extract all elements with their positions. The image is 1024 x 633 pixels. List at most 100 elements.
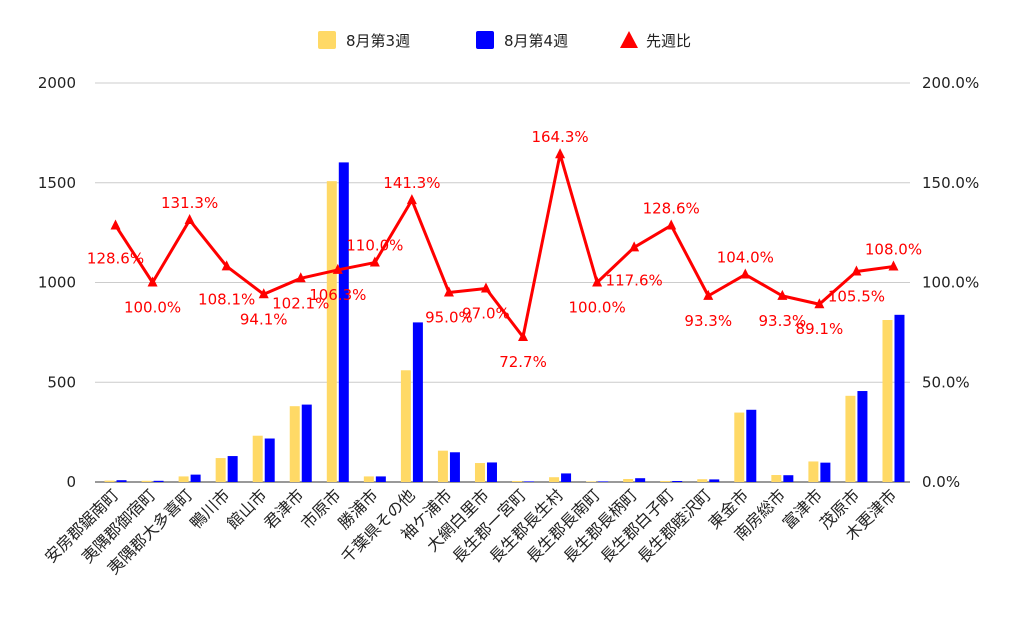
ratio-data-label: 131.3% (161, 194, 218, 212)
ratio-marker (221, 260, 232, 271)
ratio-marker (369, 256, 380, 267)
bar-week4 (635, 478, 646, 482)
category-labels: 安房郡鋸南町夷隅郡御宿町夷隅郡大多喜町鴨川市館山市君津市市原市勝浦市千葉県その他… (41, 485, 900, 578)
bar-week3 (697, 479, 708, 482)
bar-week4 (375, 476, 386, 482)
ratio-data-label: 94.1% (240, 310, 288, 328)
ratio-data-label: 117.6% (606, 271, 663, 289)
bar-week4 (412, 322, 423, 482)
ratio-marker (777, 289, 788, 300)
left-axis-tick-label: 0 (66, 473, 76, 491)
right-axis-tick-label: 100.0% (922, 274, 979, 292)
bar-week4 (153, 480, 164, 482)
ratio-data-label: 128.6% (87, 249, 144, 267)
bar-week4 (561, 473, 572, 482)
gridlines (95, 82, 910, 483)
bar-week3 (845, 395, 856, 482)
ratio-data-label: 95.0% (425, 308, 473, 326)
legend-label-week3: 8月第3週 (346, 32, 410, 50)
left-axis-tick-label: 500 (47, 373, 76, 391)
bar-week3 (512, 481, 523, 482)
ratio-marker (406, 194, 417, 205)
left-axis-tick-label: 1000 (38, 274, 76, 292)
bar-week3 (363, 476, 374, 482)
bar-week4 (820, 462, 831, 482)
category-label: 鴨川市 (186, 485, 233, 532)
bar-week3 (734, 412, 745, 482)
ratio-marker (814, 298, 825, 309)
bar-week3 (586, 481, 597, 482)
ratio-data-label: 108.0% (865, 241, 922, 259)
bar-week3 (289, 406, 300, 482)
ratio-marker (110, 219, 121, 230)
legend-label-week4: 8月第4週 (504, 32, 568, 50)
bar-week4 (709, 479, 720, 482)
right-axis-tick-label: 200.0% (922, 74, 979, 92)
bar-week3 (623, 479, 634, 482)
bar-week4 (227, 456, 238, 482)
ratio-data-label: 164.3% (531, 128, 588, 146)
ratio-marker (147, 276, 158, 287)
legend-swatch-week4 (476, 31, 494, 49)
ratio-data-label: 106.3% (309, 286, 366, 304)
bar-week4 (894, 314, 905, 482)
ratio-marker (851, 265, 862, 276)
bar-week3 (549, 477, 560, 482)
ratio-data-label: 100.0% (569, 299, 626, 317)
ratio-marker (592, 276, 603, 287)
legend-label-ratio: 先週比 (646, 32, 691, 50)
ratio-data-label: 93.3% (684, 312, 732, 330)
bar-week3 (808, 461, 819, 482)
ratio-marker (518, 330, 529, 341)
bar-week4 (598, 481, 609, 482)
left-axis-ticks: 0 500 1000 1500 2000 (38, 74, 76, 491)
ratio-data-label: 104.0% (717, 249, 774, 267)
ratio-marker (258, 288, 269, 299)
bar-week4 (301, 404, 312, 482)
ratio-data-label: 89.1% (796, 320, 844, 338)
ratio-markers (110, 148, 899, 341)
bar-week3 (178, 476, 189, 482)
ratio-data-label: 100.0% (124, 299, 181, 317)
bar-week3 (882, 320, 893, 482)
ratio-data-label: 108.1% (198, 290, 255, 308)
category-label: 富津市 (779, 485, 826, 532)
ratio-marker (295, 272, 306, 283)
ratio-series-line (114, 152, 894, 339)
ratio-marker (703, 289, 714, 300)
bar-week3 (104, 480, 115, 482)
bar-week4 (264, 438, 275, 482)
right-axis-tick-label: 50.0% (922, 373, 970, 391)
bar-week4 (190, 474, 201, 482)
ratio-data-label: 110.0% (346, 237, 403, 255)
right-axis-ticks: 0.0% 50.0% 100.0% 150.0% 200.0% (922, 74, 979, 491)
ratio-data-label: 128.6% (643, 199, 700, 217)
category-label: 市原市 (297, 485, 344, 532)
bar-week4 (783, 475, 794, 482)
ratio-data-label: 93.3% (759, 312, 807, 330)
ratio-line (114, 152, 894, 339)
bar-week3 (252, 435, 263, 482)
bar-week4 (857, 391, 868, 482)
bar-week3 (326, 181, 337, 483)
ratio-marker (666, 219, 677, 230)
ratio-marker (555, 148, 566, 159)
ratio-data-label: 141.3% (383, 174, 440, 192)
right-axis-tick-label: 0.0% (922, 473, 960, 491)
ratio-marker (629, 241, 640, 252)
bar-week4 (524, 481, 535, 482)
ratio-marker (888, 260, 899, 271)
legend: 8月第3週 8月第4週 先週比 (318, 31, 691, 50)
bar-week4 (116, 480, 127, 482)
bar-week4 (746, 409, 757, 482)
bar-week4 (672, 481, 683, 482)
bar-week3 (437, 450, 448, 482)
category-label: 館山市 (223, 485, 270, 532)
legend-marker-ratio (620, 31, 638, 48)
ratio-marker (184, 214, 195, 225)
ratio-data-label: 105.5% (828, 288, 885, 306)
bar-week3 (141, 480, 152, 482)
ratio-data-label: 72.7% (499, 353, 547, 371)
bar-week3 (400, 370, 411, 482)
